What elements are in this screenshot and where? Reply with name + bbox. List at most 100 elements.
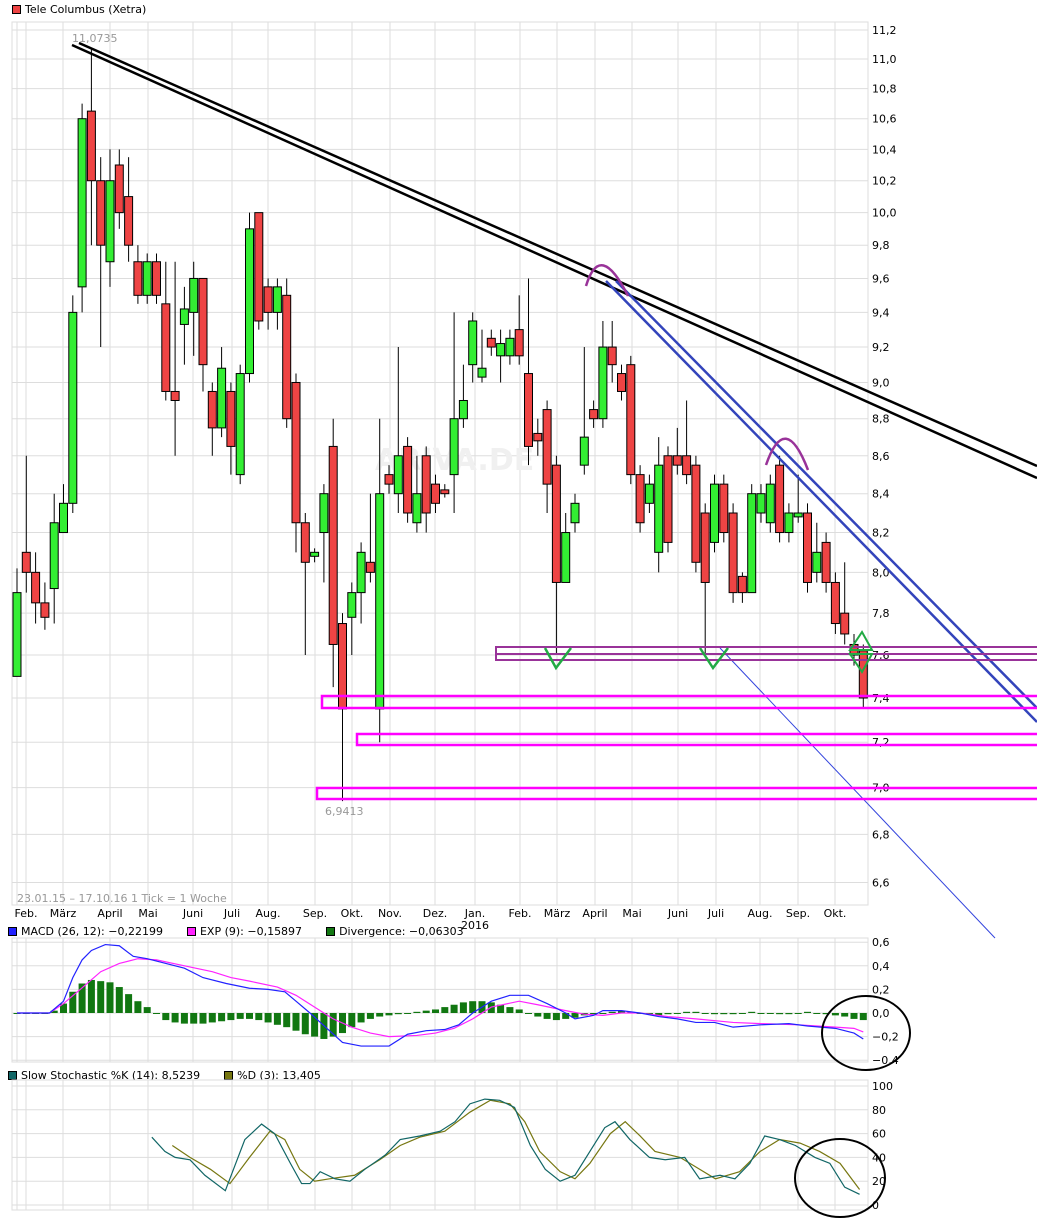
divergence-bar bbox=[599, 1013, 607, 1014]
candle-body bbox=[152, 261, 161, 296]
y-tick-label: 0 bbox=[872, 1199, 879, 1212]
candle-body bbox=[431, 483, 440, 504]
candle-body bbox=[21, 551, 31, 573]
divergence-bar bbox=[246, 1013, 253, 1019]
y-tick-label: 0,0 bbox=[872, 1007, 890, 1020]
candle-body bbox=[170, 390, 180, 401]
candle-body bbox=[654, 464, 664, 553]
candle-body bbox=[403, 445, 413, 514]
divergence-bar bbox=[757, 1013, 765, 1014]
y-tick-label: 11,2 bbox=[872, 24, 897, 37]
exp-line bbox=[17, 958, 864, 1038]
candle-body bbox=[31, 571, 41, 604]
divergence-bar bbox=[450, 1004, 458, 1013]
candle-body bbox=[412, 493, 422, 524]
macd-line bbox=[17, 943, 864, 1047]
x-tick-label: Aug. bbox=[748, 907, 773, 920]
legend-swatch-divergence bbox=[326, 927, 336, 936]
divergence-bar bbox=[850, 1013, 858, 1019]
divergence-bar bbox=[292, 1013, 300, 1031]
candle-body bbox=[319, 493, 329, 534]
divergence-bar bbox=[776, 1013, 784, 1015]
divergence-bar bbox=[506, 1007, 514, 1013]
divergence-bar bbox=[515, 1009, 523, 1013]
candle-body bbox=[803, 512, 812, 583]
y-tick-label: 8,4 bbox=[872, 488, 890, 501]
y-tick-label: 9,6 bbox=[872, 272, 890, 285]
candle-body bbox=[821, 541, 831, 583]
candle-body bbox=[858, 650, 868, 699]
candle-body bbox=[384, 474, 394, 485]
y-tick-label: 8,2 bbox=[872, 527, 890, 540]
candle-body bbox=[217, 367, 227, 429]
candle-body bbox=[328, 445, 338, 645]
legend-macd: MACD (26, 12): −0,22199 bbox=[21, 925, 163, 938]
candle-body bbox=[607, 346, 617, 366]
y-tick-label: 20 bbox=[872, 1175, 886, 1188]
x-tick-label: März bbox=[544, 907, 571, 920]
divergence-bar bbox=[50, 1010, 58, 1013]
divergence-bar bbox=[822, 1013, 830, 1015]
x-tick-label: Juli bbox=[223, 907, 240, 920]
divergence-bar bbox=[348, 1013, 356, 1028]
divergence-bar bbox=[469, 1001, 477, 1013]
divergence-bar bbox=[794, 1013, 802, 1014]
candle-body bbox=[524, 373, 533, 447]
y-tick-label: 9,4 bbox=[872, 306, 890, 319]
candle-body bbox=[263, 286, 273, 313]
divergence-bar bbox=[236, 1013, 244, 1019]
divergence-bar bbox=[162, 1013, 170, 1021]
y-tick-label: 10,4 bbox=[872, 143, 897, 156]
divergence-bar bbox=[664, 1013, 672, 1015]
candle-body bbox=[635, 474, 645, 524]
candle-body bbox=[310, 551, 320, 557]
divergence-bar bbox=[608, 1011, 616, 1013]
grid: 11,2 11,0 10,8 10,6 10,4 10,2 10,0 9,8 9,6 9,4 9,2… bbox=[11, 21, 897, 1211]
divergence-bar bbox=[673, 1013, 681, 1014]
legend-swatch-price bbox=[12, 5, 21, 14]
legend-k: Slow Stochastic %K (14): 8,5239 bbox=[21, 1069, 201, 1082]
y-tick-label: 80 bbox=[872, 1104, 886, 1117]
candle-body bbox=[719, 483, 729, 534]
y-tick-label: 7,8 bbox=[872, 607, 890, 620]
y-tick-label: 9,2 bbox=[872, 341, 890, 354]
divergence-bar bbox=[683, 1011, 691, 1013]
x-tick-label: März bbox=[50, 907, 77, 920]
y-tick-label: 9,8 bbox=[872, 239, 890, 252]
candle-body bbox=[784, 512, 794, 534]
candle-body bbox=[737, 575, 747, 594]
candle-body bbox=[59, 502, 68, 534]
divergence-bar bbox=[273, 1013, 281, 1025]
x-tick-label: Juli bbox=[707, 907, 724, 920]
x-tick-label: Dez. bbox=[423, 907, 448, 920]
divergence-bar bbox=[106, 982, 114, 1013]
support-zone-magenta-2 bbox=[355, 732, 1037, 747]
candle-body bbox=[105, 180, 115, 263]
divergence-bar bbox=[711, 1013, 718, 1015]
candle-body bbox=[421, 455, 431, 514]
chart-title: Tele Columbus (Xetra) bbox=[12, 3, 146, 16]
candle-body bbox=[840, 612, 850, 635]
x-tick-label: Okt. bbox=[824, 907, 847, 920]
candle-body bbox=[617, 373, 626, 392]
title-text: Tele Columbus (Xetra) bbox=[25, 3, 147, 16]
candle-body bbox=[142, 261, 152, 296]
divergence-bar bbox=[552, 1013, 560, 1021]
candle-body bbox=[96, 180, 106, 246]
candle-body bbox=[533, 432, 543, 442]
divergence-bar bbox=[78, 983, 86, 1013]
divergence-bar bbox=[571, 1013, 579, 1018]
y-tick-label: 0,6 bbox=[872, 936, 890, 949]
candle-body bbox=[626, 364, 636, 476]
x-tick-label: Mai bbox=[138, 907, 157, 920]
stoch-legend: Slow Stochastic %K (14): 8,5239 %D (3): … bbox=[8, 1069, 321, 1082]
legend-exp: EXP (9): −0,15897 bbox=[199, 925, 303, 938]
divergence-bar bbox=[738, 1013, 746, 1014]
y-tick-label: 7,6 bbox=[872, 649, 890, 662]
candle-body bbox=[226, 390, 236, 447]
divergence-bar bbox=[394, 1013, 402, 1015]
stoch-highlight-ellipse bbox=[794, 1138, 886, 1218]
x-year-label: 2016 bbox=[461, 919, 489, 932]
